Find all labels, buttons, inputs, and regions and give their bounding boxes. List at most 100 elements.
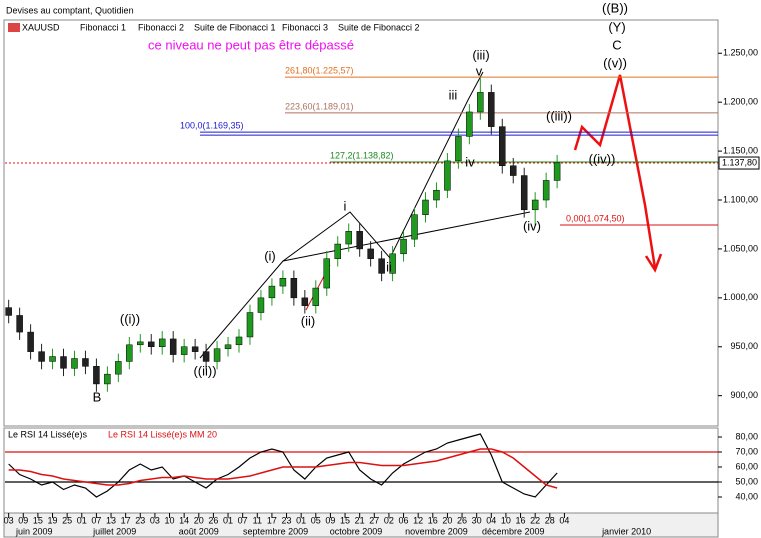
candle-body <box>422 199 429 215</box>
x-tick-label: 28 <box>545 515 555 525</box>
candle-body <box>400 238 407 255</box>
candle-body <box>268 285 276 299</box>
candle-body <box>531 199 539 211</box>
x-tick-label: 17 <box>267 515 277 525</box>
y2-tick-label: 40,00 <box>735 491 758 501</box>
symbol: XAUUSD <box>22 22 60 32</box>
candle-body <box>202 351 210 362</box>
toolbar-item[interactable]: Fibonacci 2 <box>138 22 184 32</box>
candle-body <box>180 346 188 355</box>
month-label: janvier 2010 <box>601 526 651 536</box>
candle-body <box>553 162 561 181</box>
candle-body <box>389 253 396 274</box>
symbol-icon <box>8 23 20 32</box>
candle-body <box>334 243 341 259</box>
x-tick-label: 06 <box>399 515 409 525</box>
toolbar-item[interactable]: Suite de Fibonacci 1 <box>194 22 276 32</box>
x-tick-label: 01 <box>223 515 233 525</box>
x-tick-label: 17 <box>121 515 131 525</box>
y-tick-label: 1.200,00 <box>723 97 758 107</box>
x-tick-label: 04 <box>559 515 569 525</box>
wave-label: iii <box>449 87 458 102</box>
x-tick-label: 10 <box>165 515 175 525</box>
x-tick-label: 25 <box>62 515 72 525</box>
annotation: ce niveau ne peut pas être dépassé <box>148 37 354 52</box>
candle-body <box>367 248 374 259</box>
month-label: octobre 2009 <box>330 526 383 536</box>
candle-body <box>27 331 34 352</box>
forecast-arrow <box>573 74 663 273</box>
x-tick-label: 04 <box>486 515 496 525</box>
candle-body <box>345 231 352 245</box>
x-tick-label: 07 <box>238 515 248 525</box>
candle-body <box>169 338 177 355</box>
x-tick-label: 01 <box>77 515 87 525</box>
x-tick-label: 16 <box>428 515 438 525</box>
x-tick-label: 12 <box>413 515 423 525</box>
forecast-path <box>573 74 657 269</box>
candle-body <box>477 92 484 113</box>
candle-body <box>509 165 517 176</box>
y2-tick-label: 80,00 <box>735 431 758 441</box>
y-tick-label: 900,00 <box>730 390 758 400</box>
candle-body <box>148 341 155 348</box>
toolbar-item[interactable]: Fibonacci 1 <box>80 22 126 32</box>
candle-body <box>137 341 144 346</box>
x-tick-label: 26 <box>457 515 467 525</box>
toolbar-item[interactable]: Fibonacci 3 <box>282 22 328 32</box>
x-tick-label: 13 <box>106 515 116 525</box>
x-tick-label: 15 <box>33 515 43 525</box>
wave-label: (Y) <box>608 19 625 34</box>
candle-body <box>301 297 309 306</box>
y-tick-label: 1.000,00 <box>723 292 758 302</box>
fib-label: 223,60(1.189,01) <box>285 101 354 111</box>
x-tick-label: 11 <box>253 515 262 525</box>
y-tick-label: 1.050,00 <box>723 243 758 253</box>
wave-label: ((ii)) <box>193 363 216 378</box>
x-tick-label: 27 <box>369 515 379 525</box>
wave-label: ((v)) <box>603 55 627 70</box>
candle-body <box>60 356 67 369</box>
candle-body <box>115 361 122 375</box>
candle-body <box>323 258 331 289</box>
wave-label: v <box>476 63 483 78</box>
candle-body <box>444 160 451 191</box>
x-tick-label: 02 <box>384 515 394 525</box>
candle-body <box>235 336 243 346</box>
x-tick-label: 20 <box>194 515 204 525</box>
last-price-box <box>718 156 760 170</box>
candle-body <box>312 287 320 306</box>
candle-body <box>542 180 550 201</box>
candle-body <box>126 344 133 362</box>
candle-body <box>246 312 254 338</box>
candle-body <box>191 346 199 352</box>
x-tick-label: 10 <box>501 515 511 525</box>
x-tick-label: 19 <box>48 515 58 525</box>
y-tick-label: 1.250,00 <box>723 48 758 58</box>
candle-body <box>499 126 506 167</box>
y-tick-label: 1.150,00 <box>723 145 758 155</box>
toolbar-item[interactable]: Suite de Fibonacci 2 <box>338 22 420 32</box>
wave-label: iv <box>465 154 475 169</box>
x-tick-label: 30 <box>472 515 482 525</box>
rsi-line <box>8 448 558 489</box>
wave-label: (i) <box>264 248 276 263</box>
x-tick-label: 20 <box>442 515 452 525</box>
x-tick-label: 21 <box>355 515 365 525</box>
fib-label: 100,0(1.169,35) <box>180 121 244 131</box>
x-tick-label: 22 <box>530 515 540 525</box>
x-tick-label: 01 <box>296 515 306 525</box>
candle-body <box>49 356 56 362</box>
candle-body <box>257 297 265 313</box>
x-tick-label: 05 <box>311 515 321 525</box>
legend-entry: Le RSI 14 Lissé(e)s MM 20 <box>108 429 217 439</box>
x-tick-label: 23 <box>282 515 292 525</box>
candle-body <box>411 214 418 240</box>
date-axis <box>3 512 719 538</box>
candle-body <box>466 111 473 137</box>
wave-label: ii <box>386 259 392 274</box>
wave-label: ((iii)) <box>546 108 572 123</box>
candle-body <box>213 348 221 362</box>
wave-label: B <box>93 389 102 404</box>
